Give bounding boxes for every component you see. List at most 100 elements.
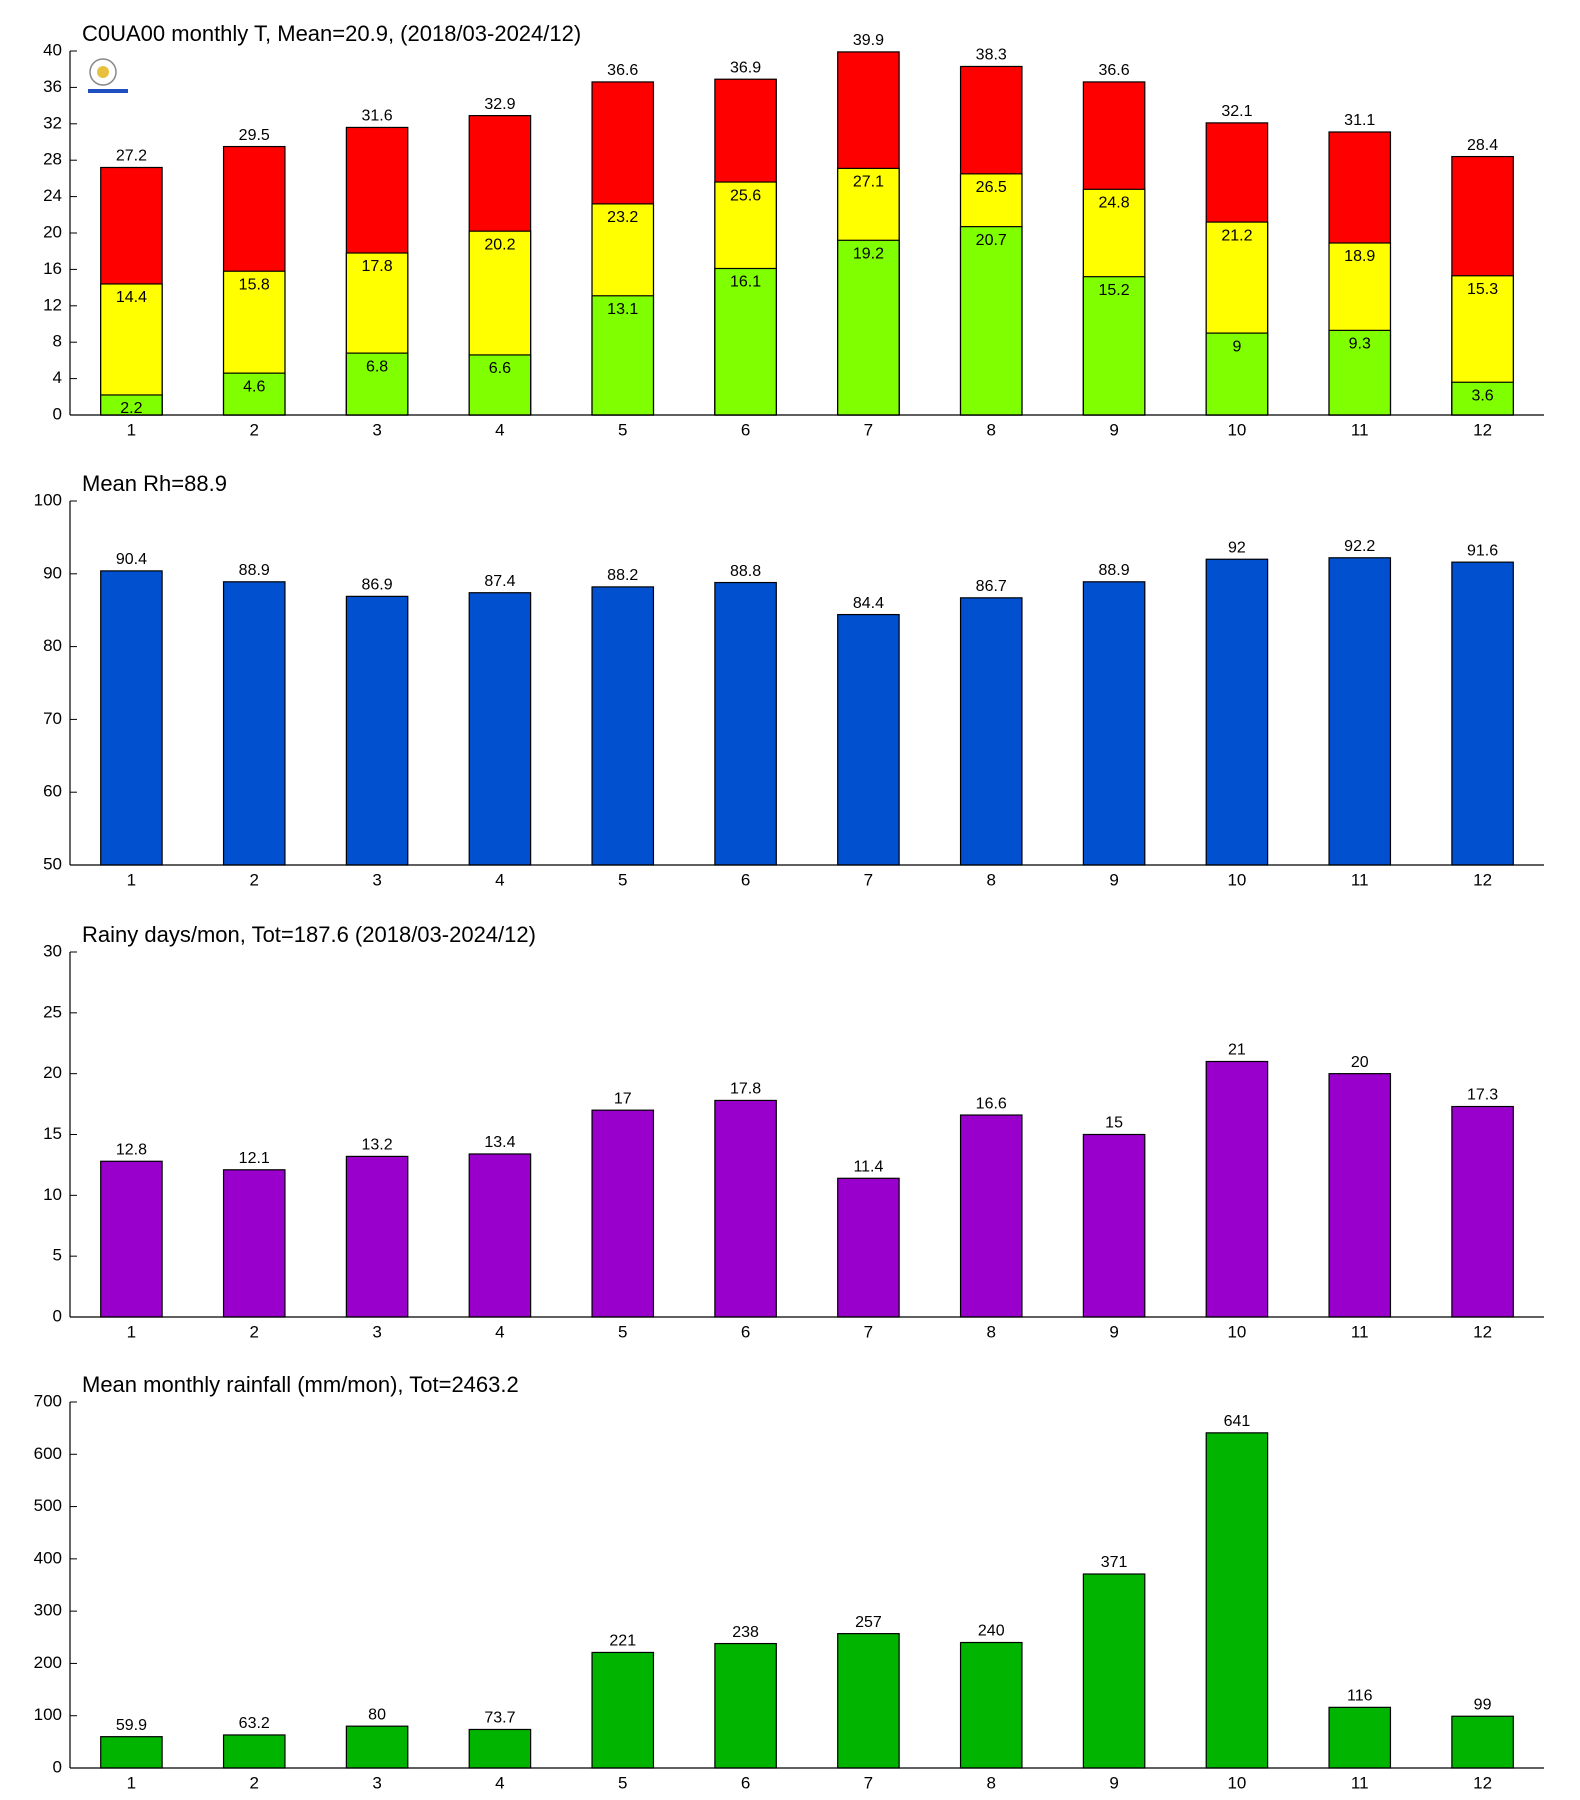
data-label: 90.4 <box>116 551 147 568</box>
bar <box>1328 557 1392 866</box>
data-label: 88.9 <box>239 562 270 579</box>
data-label: 20.2 <box>484 236 515 253</box>
data-label: 80 <box>368 1706 386 1723</box>
data-label: 91.6 <box>1467 542 1498 559</box>
data-label: 36.9 <box>730 59 761 76</box>
y-tick-label: 8 <box>53 332 62 351</box>
data-label: 15.3 <box>1467 281 1498 298</box>
data-label: 28.4 <box>1467 137 1498 154</box>
x-tick-label: 2 <box>250 420 259 439</box>
data-label: 32.9 <box>484 96 515 113</box>
data-label: 257 <box>855 1614 882 1631</box>
y-tick-label: 15 <box>43 1124 62 1143</box>
bar <box>345 595 409 866</box>
x-tick-label: 1 <box>127 420 136 439</box>
data-label: 116 <box>1347 1688 1373 1705</box>
data-label: 99 <box>1474 1696 1492 1713</box>
x-tick-label: 5 <box>618 420 627 439</box>
y-tick-label: 50 <box>43 854 62 873</box>
data-label: 6.6 <box>489 360 511 377</box>
data-label: 12.8 <box>116 1141 147 1158</box>
data-label: 29.5 <box>239 127 270 144</box>
data-label: 31.6 <box>362 108 393 125</box>
x-tick-label: 8 <box>987 870 996 889</box>
x-tick-label: 1 <box>127 1322 136 1341</box>
data-label: 25.6 <box>730 187 761 204</box>
x-tick-label: 9 <box>1109 1322 1118 1341</box>
y-tick-label: 24 <box>43 186 62 205</box>
bar <box>959 1114 1023 1318</box>
data-label: 15.2 <box>1099 282 1130 299</box>
x-tick-label: 2 <box>250 870 259 889</box>
data-label: 17.8 <box>362 258 393 275</box>
x-tick-label: 10 <box>1227 420 1246 439</box>
data-label: 15 <box>1105 1115 1123 1132</box>
data-label: 13.1 <box>607 301 638 318</box>
data-label: 32.1 <box>1221 103 1252 120</box>
y-tick-label: 0 <box>53 1306 62 1325</box>
x-tick-label: 12 <box>1473 1322 1492 1341</box>
data-label: 39.9 <box>853 32 884 49</box>
bar <box>959 226 1023 416</box>
x-tick-label: 6 <box>741 1322 750 1341</box>
y-tick-label: 60 <box>43 782 62 801</box>
bar <box>100 1736 163 1769</box>
x-tick-label: 1 <box>127 1773 136 1792</box>
data-label: 371 <box>1101 1554 1128 1571</box>
x-tick-label: 11 <box>1351 870 1369 889</box>
data-label: 221 <box>609 1633 636 1650</box>
y-tick-label: 16 <box>43 259 62 278</box>
x-tick-label: 3 <box>372 1322 381 1341</box>
bar <box>959 1641 1023 1769</box>
bar <box>1451 561 1514 866</box>
x-tick-label: 10 <box>1227 870 1246 889</box>
data-label: 4.6 <box>243 378 265 395</box>
data-label: 86.9 <box>362 577 393 594</box>
data-label: 14.4 <box>116 289 147 306</box>
bar <box>837 239 900 416</box>
data-label: 36.6 <box>1099 62 1130 79</box>
bar <box>100 570 163 866</box>
data-label: 16.1 <box>730 274 761 291</box>
y-tick-label: 90 <box>43 563 62 582</box>
data-label: 23.2 <box>607 209 638 226</box>
data-label: 238 <box>732 1624 759 1641</box>
bar <box>222 1734 286 1769</box>
bar <box>1082 1573 1146 1769</box>
data-label: 31.1 <box>1344 112 1375 129</box>
x-tick-label: 4 <box>495 1773 504 1792</box>
x-tick-label: 5 <box>618 1322 627 1341</box>
x-tick-label: 4 <box>495 870 504 889</box>
bar <box>345 1725 409 1769</box>
x-tick-label: 12 <box>1473 870 1492 889</box>
bar <box>837 613 900 866</box>
data-label: 13.4 <box>484 1134 515 1151</box>
x-tick-label: 11 <box>1351 1773 1369 1792</box>
data-label: 87.4 <box>484 573 515 590</box>
x-tick-label: 8 <box>987 1773 996 1792</box>
data-label: 9 <box>1232 338 1241 355</box>
data-label: 240 <box>978 1623 1005 1640</box>
data-label: 92 <box>1228 539 1246 556</box>
x-tick-label: 9 <box>1109 870 1118 889</box>
data-label: 59.9 <box>116 1717 147 1734</box>
bar <box>345 1155 409 1318</box>
y-tick-label: 200 <box>34 1653 62 1672</box>
bar <box>1205 1060 1269 1318</box>
y-tick-label: 100 <box>34 490 62 509</box>
data-label: 20.7 <box>976 232 1007 249</box>
x-tick-label: 6 <box>741 870 750 889</box>
data-label: 24.8 <box>1099 195 1130 212</box>
bar <box>1205 1432 1269 1769</box>
data-label: 11.4 <box>853 1159 883 1176</box>
y-tick-label: 10 <box>43 1185 62 1204</box>
x-tick-label: 4 <box>495 420 504 439</box>
bar <box>1451 381 1514 416</box>
bar <box>837 1177 900 1318</box>
x-tick-label: 7 <box>864 1322 873 1341</box>
data-label: 15.8 <box>239 276 270 293</box>
logo <box>88 58 128 93</box>
data-label: 18.9 <box>1344 248 1375 265</box>
chart-title: Rainy days/mon, Tot=187.6 (2018/03-2024/… <box>82 922 536 947</box>
x-tick-label: 6 <box>741 420 750 439</box>
